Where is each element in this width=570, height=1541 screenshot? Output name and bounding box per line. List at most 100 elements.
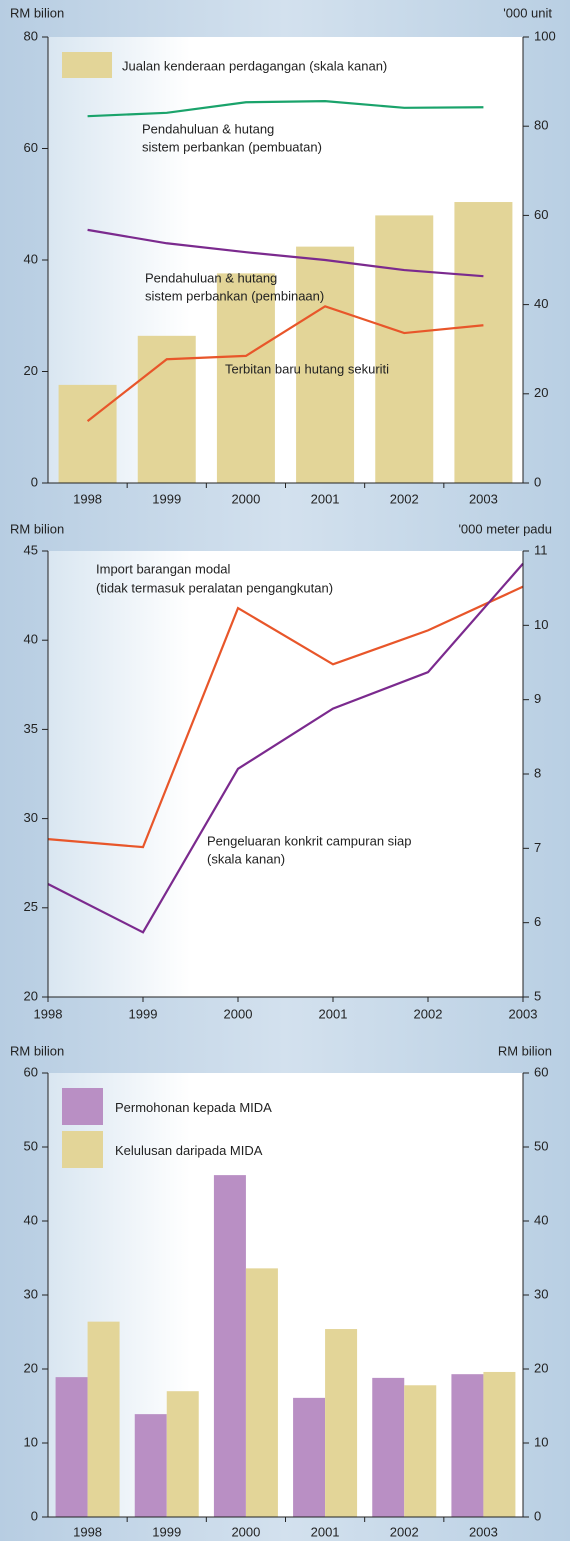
bar <box>451 1374 484 1517</box>
x-tick-label: 1998 <box>73 491 102 506</box>
y-tick-label: 35 <box>24 721 38 736</box>
y-tick-label: 30 <box>24 1286 38 1301</box>
legend-label: Kelulusan daripada MIDA <box>115 1143 263 1158</box>
y2-tick-label: 10 <box>534 617 548 632</box>
x-tick-label: 1998 <box>73 1524 102 1539</box>
line <box>87 100 484 118</box>
x-tick-label: 2002 <box>414 1006 443 1021</box>
annotation: Pengeluaran konkrit campuran siap <box>207 833 412 848</box>
x-tick-label: 2001 <box>311 491 340 506</box>
y2-tick-label: 20 <box>534 385 548 400</box>
bar <box>483 1371 516 1517</box>
y2-tick-label: 6 <box>534 914 541 929</box>
x-tick-label: 1999 <box>152 491 181 506</box>
annotation: (skala kanan) <box>207 851 285 866</box>
y-tick-label: 60 <box>24 1064 38 1079</box>
x-tick-label: 2002 <box>390 1524 419 1539</box>
annotation: (tidak termasuk peralatan pengangkutan) <box>96 580 333 595</box>
annotation: Terbitan baru hutang sekuriti <box>225 361 389 376</box>
y2-tick-label: 50 <box>534 1138 548 1153</box>
y-tick-label: 80 <box>24 28 38 43</box>
plot-area <box>48 1073 523 1517</box>
y2-tick-label: 20 <box>534 1360 548 1375</box>
y2-tick-label: 60 <box>534 1064 548 1079</box>
bar <box>404 1385 437 1517</box>
legend-swatch <box>62 1088 103 1125</box>
y2-tick-label: 5 <box>534 988 541 1003</box>
y2-tick-label: 40 <box>534 296 548 311</box>
y-tick-label: 0 <box>31 474 38 489</box>
bar <box>293 1397 326 1517</box>
y-tick-label: 40 <box>24 251 38 266</box>
y2-tick-label: 30 <box>534 1286 548 1301</box>
y-tick-label: 20 <box>24 1360 38 1375</box>
bar <box>58 384 117 483</box>
bar <box>55 1377 88 1517</box>
bar <box>372 1377 405 1517</box>
line <box>86 305 484 422</box>
y2-tick-label: 8 <box>534 765 541 780</box>
line <box>87 228 484 278</box>
y2-axis-label: '000 unit <box>503 5 552 20</box>
x-tick-label: 2002 <box>390 491 419 506</box>
bar <box>87 1321 120 1517</box>
y2-axis-label: RM bilion <box>498 1043 552 1058</box>
y2-axis-label: '000 meter padu <box>458 521 552 536</box>
bar <box>454 202 513 483</box>
legend-label: Permohonan kepada MIDA <box>115 1100 272 1115</box>
x-tick-label: 2003 <box>509 1006 538 1021</box>
y2-tick-label: 80 <box>534 118 548 133</box>
y-axis-label: RM bilion <box>10 521 64 536</box>
x-tick-label: 2003 <box>469 1524 498 1539</box>
y-tick-label: 25 <box>24 899 38 914</box>
y2-tick-label: 40 <box>534 1212 548 1227</box>
y-tick-label: 20 <box>24 363 38 378</box>
x-tick-label: 1998 <box>34 1006 63 1021</box>
y-axis-label: RM bilion <box>10 1043 64 1058</box>
annotation: Pendahuluan & hutang <box>145 270 277 285</box>
y2-tick-label: 11 <box>534 542 548 557</box>
y-axis-label: RM bilion <box>10 5 64 20</box>
y-tick-label: 50 <box>24 1138 38 1153</box>
legend-swatch <box>62 1131 103 1168</box>
bar <box>296 246 355 483</box>
x-tick-label: 2000 <box>231 1524 260 1539</box>
y2-tick-label: 0 <box>534 474 541 489</box>
annotation: sistem perbankan (pembuatan) <box>142 139 322 154</box>
legend-label: Jualan kenderaan perdagangan (skala kana… <box>122 58 387 73</box>
y2-tick-label: 0 <box>534 1508 541 1523</box>
plot-area <box>48 37 523 483</box>
y2-tick-label: 9 <box>534 691 541 706</box>
annotation: Import barangan modal <box>96 561 231 576</box>
y-tick-label: 60 <box>24 140 38 155</box>
y-tick-label: 40 <box>24 632 38 647</box>
bar <box>134 1414 167 1517</box>
line <box>47 562 524 934</box>
y2-tick-label: 10 <box>534 1434 548 1449</box>
bar <box>213 1175 246 1517</box>
annotation: Pendahuluan & hutang <box>142 121 274 136</box>
bar <box>216 273 275 483</box>
plot-area <box>48 551 523 997</box>
y2-tick-label: 60 <box>534 207 548 222</box>
x-tick-label: 2000 <box>231 491 260 506</box>
y-tick-label: 20 <box>24 988 38 1003</box>
x-tick-label: 2003 <box>469 491 498 506</box>
y-tick-label: 10 <box>24 1434 38 1449</box>
bar <box>375 215 434 483</box>
bar <box>166 1391 199 1517</box>
y2-tick-label: 100 <box>534 28 556 43</box>
y-tick-label: 30 <box>24 810 38 825</box>
y-tick-label: 45 <box>24 542 38 557</box>
bar <box>245 1268 278 1517</box>
bar <box>325 1329 358 1517</box>
x-tick-label: 1999 <box>152 1524 181 1539</box>
annotation: sistem perbankan (pembinaan) <box>145 288 324 303</box>
x-tick-label: 2000 <box>224 1006 253 1021</box>
x-tick-label: 2001 <box>319 1006 348 1021</box>
y-tick-label: 40 <box>24 1212 38 1227</box>
x-tick-label: 2001 <box>311 1524 340 1539</box>
legend-swatch <box>62 52 112 78</box>
y2-tick-label: 7 <box>534 840 541 855</box>
